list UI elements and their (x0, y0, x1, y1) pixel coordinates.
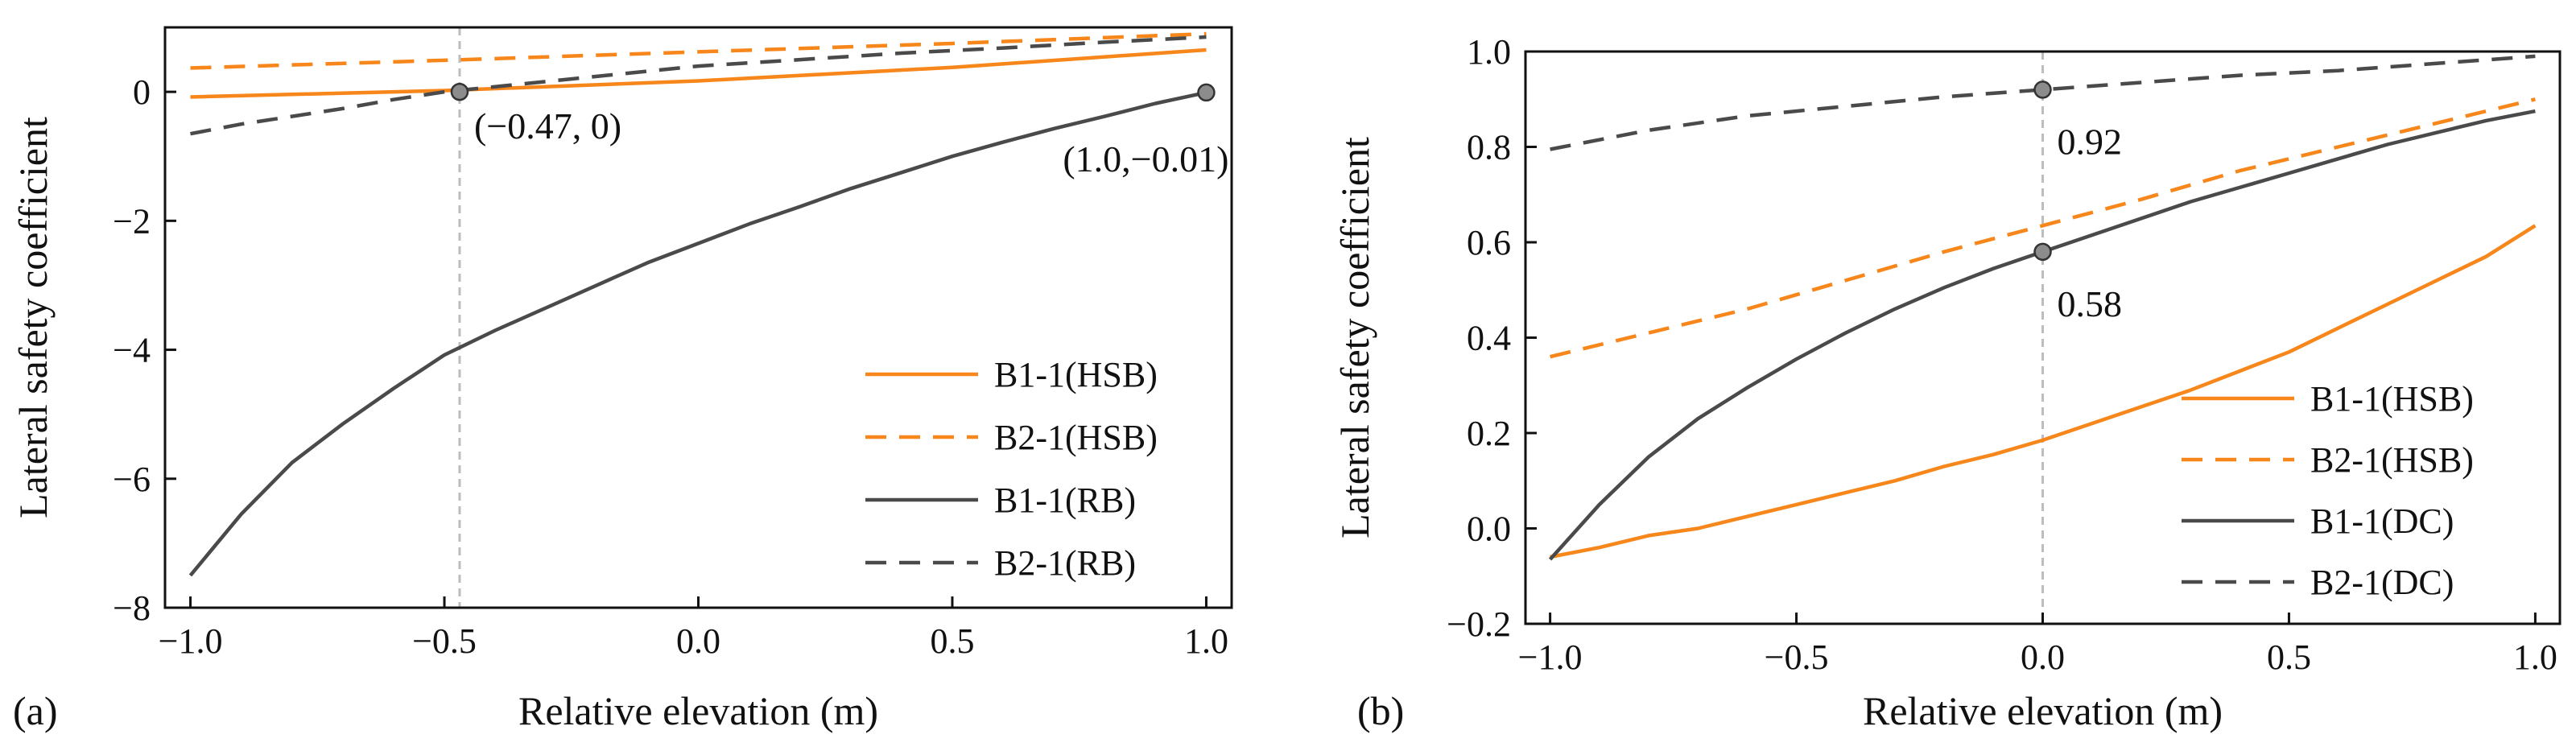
panel-a: B1-1(HSB) B2-1(HSB) B1-1(RB) B2-1(RB) Later… (10, 26, 1233, 733)
panel-b: B1-1(HSB) B2-1(HSB) B1-1(DC) B2-1(DC) Later… (1332, 32, 2562, 733)
panel-a-series-line-2 (188, 90, 1207, 577)
panel-b-x-tick-label: −0.5 (1765, 637, 1829, 677)
panel-a-legend: B1-1(HSB) B2-1(HSB) B1-1(RB) B2-1(RB) (865, 355, 1158, 583)
panel-b-tag: (b) (1357, 688, 1404, 733)
panel-a-series-line-3 (190, 35, 1207, 136)
panel-a-x-axis-title: Relative elevation (m) (518, 688, 878, 733)
panel-a-y-tick-label: 0 (133, 72, 151, 112)
panel-a-y-tick-label: −6 (113, 460, 151, 499)
panel-a-axes-frame (163, 26, 1233, 609)
panel-b-x-tick-label: 0.5 (2267, 637, 2311, 677)
panel-b-legend-label-2: B1-1(DC) (2310, 501, 2454, 541)
panel-a-marker-0 (450, 82, 469, 101)
panel-a-legend-label-1: B2-1(HSB) (994, 418, 1158, 457)
panel-b-y-tick-label: 0.4 (1467, 319, 1511, 358)
panel-a-tag: (a) (13, 688, 58, 733)
panel-b-x-tick-label: −1.0 (1518, 637, 1583, 677)
panel-a-legend-label-2: B1-1(RB) (994, 481, 1136, 520)
panel-a-y-axis-title: Lateral safety coefficient (10, 117, 56, 518)
panel-b-x-axis-title: Relative elevation (m) (1863, 688, 2223, 733)
panel-a-x-tick-label: 0.5 (930, 621, 974, 661)
panel-b-y-tick-label: 0.0 (1467, 510, 1511, 549)
panel-b-y-tick-label: 1.0 (1467, 32, 1511, 72)
panel-a-series-line-1 (190, 31, 1207, 70)
panel-a-plot-lines (188, 27, 1207, 608)
panel-b-legend-label-1: B2-1(HSB) (2310, 440, 2474, 480)
panel-a-x-tick-label: −0.5 (412, 621, 477, 661)
panel-b-legend-label-0: B1-1(HSB) (2310, 379, 2474, 419)
panel-a-x-tick-label: 0.0 (676, 621, 720, 661)
panel-a-marker-1 (1197, 83, 1216, 102)
panel-a-annotation-1: (−0.47, 0) (474, 105, 621, 146)
panel-a-legend-label-0: B1-1(HSB) (994, 355, 1158, 394)
panel-a-y-tick-label: −4 (113, 331, 151, 370)
panel-b-marker-0 (2033, 80, 2052, 99)
panel-b-y-tick-label: 0.8 (1467, 128, 1511, 167)
panel-a-y-tick-label: −8 (113, 588, 151, 628)
panel-b-series-line-0 (1550, 224, 2537, 559)
panel-b-y-tick-label: −0.2 (1447, 604, 1511, 644)
panel-a-x-tick-label: 1.0 (1184, 621, 1228, 661)
panel-b-x-tick-label: 1.0 (2513, 637, 2557, 677)
panel-b-annotation-1: 0.92 (2058, 121, 2123, 162)
panel-b-series-line-3 (1550, 54, 2536, 151)
panel-b-series-line-1 (1550, 97, 2536, 359)
panel-b-y-tick-label: 0.6 (1467, 223, 1511, 262)
panel-a-series-line-0 (190, 47, 1207, 99)
panel-a-legend-label-3: B2-1(RB) (994, 543, 1136, 583)
panel-b-y-tick-label: 0.2 (1467, 414, 1511, 453)
panel-a-x-tick-label: −1.0 (159, 621, 223, 661)
panel-a-annotation-2: (1.0,−0.01) (1063, 138, 1228, 179)
panel-a-y-tick-label: −2 (113, 201, 151, 241)
panel-b-y-axis-title: Lateral safety coefficient (1332, 137, 1377, 538)
panel-b-marker-1 (2033, 242, 2052, 262)
panel-b-legend: B1-1(HSB) B2-1(HSB) B1-1(DC) B2-1(DC) (2182, 379, 2474, 602)
panel-b-annotation-2: 0.58 (2058, 283, 2123, 324)
panel-b-x-tick-label: 0.0 (2021, 637, 2065, 677)
panel-b-legend-label-3: B2-1(DC) (2310, 563, 2454, 602)
